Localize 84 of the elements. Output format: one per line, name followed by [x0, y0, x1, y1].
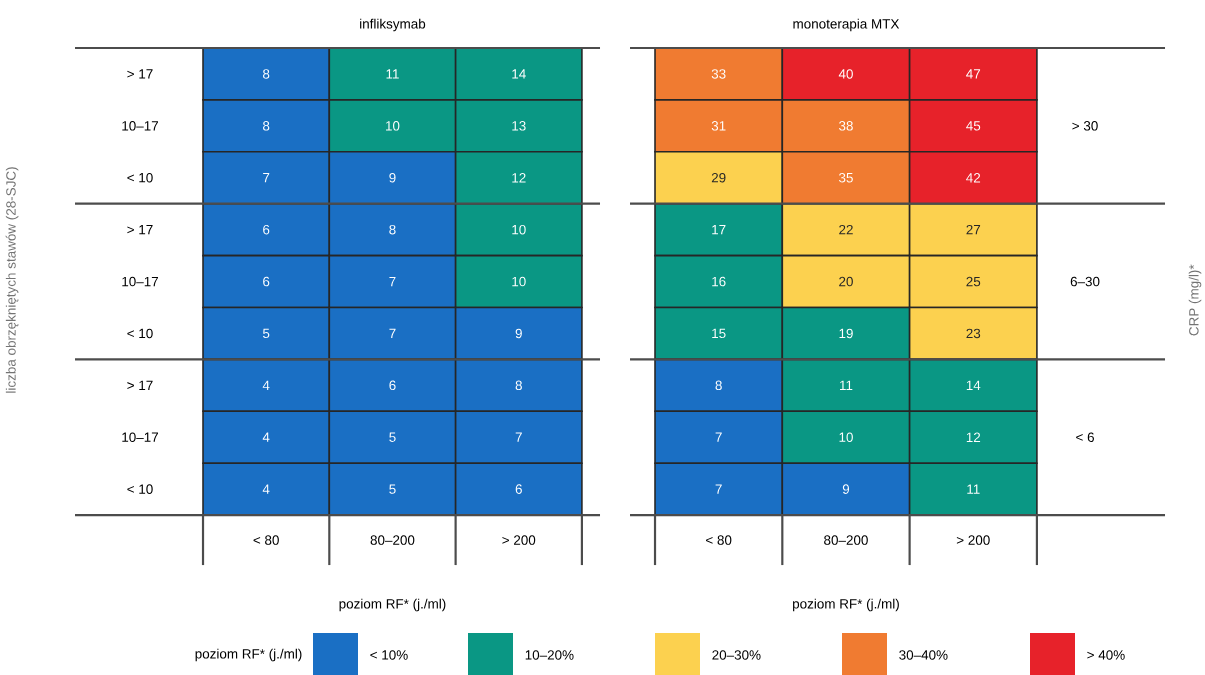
data-label: 5	[389, 432, 396, 442]
x-tick-label: 80–200	[370, 535, 415, 545]
y-tick-label: > 17	[127, 69, 153, 79]
data-label: 7	[389, 276, 396, 287]
data-label: 4	[262, 432, 270, 442]
data-label: 7	[389, 328, 396, 339]
y-tick-label: < 10	[127, 172, 153, 183]
data-label: 13	[512, 121, 526, 131]
data-label: 9	[389, 172, 396, 183]
data-label: 6	[515, 484, 522, 494]
data-label: 8	[515, 380, 522, 391]
data-label: 14	[966, 380, 981, 390]
category-label: < 10%	[370, 650, 408, 660]
data-label: 16	[712, 276, 726, 287]
data-label: 6	[389, 380, 396, 391]
data-label: 31	[711, 121, 726, 131]
data-label: 10	[512, 224, 526, 235]
data-label: 8	[389, 224, 396, 235]
y-tick-label: 10–17	[122, 432, 159, 442]
chart-title: infliksymab	[360, 18, 426, 32]
data-label: 11	[840, 380, 853, 390]
data-label: 5	[389, 484, 396, 494]
data-label: 45	[966, 121, 981, 131]
x-tick-label: > 200	[502, 535, 536, 545]
y-axis-title: liczba obrzękniętych stawów (28-SJC)	[5, 167, 19, 393]
data-label: 8	[263, 121, 270, 131]
y2-tick-label: > 30	[1072, 121, 1098, 131]
y-tick-label: > 17	[127, 380, 153, 390]
y2-tick-label: 6–30	[1070, 276, 1100, 287]
y-tick-label: < 10	[127, 328, 153, 339]
data-label: 7	[515, 432, 522, 442]
data-label: 11	[386, 69, 399, 79]
category-label: 30–40%	[899, 650, 948, 660]
data-label: 8	[715, 380, 722, 391]
data-label: 8	[263, 69, 270, 79]
data-label: 38	[839, 121, 853, 131]
data-label: 7	[263, 173, 270, 183]
data-label: 6	[263, 276, 270, 287]
data-label: 11	[967, 484, 980, 494]
data-label: 4	[262, 380, 270, 390]
data-label: 7	[715, 432, 722, 442]
data-label: 12	[966, 432, 981, 442]
data-label: 20	[839, 276, 853, 287]
y-tick-label: < 10	[127, 484, 153, 494]
x-tick-label: < 80	[253, 535, 279, 545]
legend-title: poziom RF* (j./ml)	[195, 648, 302, 662]
data-label: 14	[512, 69, 526, 79]
data-label: 10	[839, 432, 853, 442]
data-label: 12	[512, 173, 526, 183]
data-label: 23	[966, 328, 981, 339]
x-axis-title: poziom RF* (j./ml)	[793, 598, 899, 612]
data-label: 42	[966, 173, 981, 183]
data-label: 7	[715, 484, 722, 494]
y-tick-label: > 17	[127, 225, 153, 235]
data-label: 47	[966, 69, 981, 79]
y2-tick-label: < 6	[1076, 432, 1094, 442]
data-label: 19	[839, 328, 853, 339]
data-label: 29	[711, 172, 726, 183]
data-label: 17	[712, 225, 726, 235]
data-label: 35	[839, 172, 853, 183]
chart-title: monoterapia MTX	[793, 18, 900, 32]
data-label: 4	[262, 484, 270, 494]
category-label: 20–30%	[712, 650, 761, 660]
x-tick-label: < 80	[706, 535, 732, 545]
data-label: 27	[966, 224, 981, 235]
data-label: 33	[711, 69, 726, 79]
y2-axis-title: CRP (mg/l)*	[1188, 264, 1202, 336]
data-label: 25	[966, 276, 981, 287]
category-label: 10–20%	[525, 650, 574, 660]
data-label: 15	[712, 328, 726, 339]
x-tick-label: > 200	[956, 535, 990, 545]
y-tick-label: 10–17	[122, 276, 159, 287]
data-label: 9	[842, 484, 850, 494]
data-label: 40	[838, 69, 853, 79]
y-tick-label: 10–17	[122, 121, 159, 131]
x-tick-label: 80–200	[824, 535, 868, 545]
data-label: 9	[515, 328, 522, 339]
data-label: 22	[839, 224, 853, 235]
x-axis-title: poziom RF* (j./ml)	[339, 598, 446, 612]
data-label: 5	[262, 328, 270, 339]
data-label: 10	[512, 276, 526, 287]
data-label: 10	[386, 121, 400, 131]
category-label: > 40%	[1087, 650, 1125, 660]
data-label: 6	[263, 224, 270, 235]
